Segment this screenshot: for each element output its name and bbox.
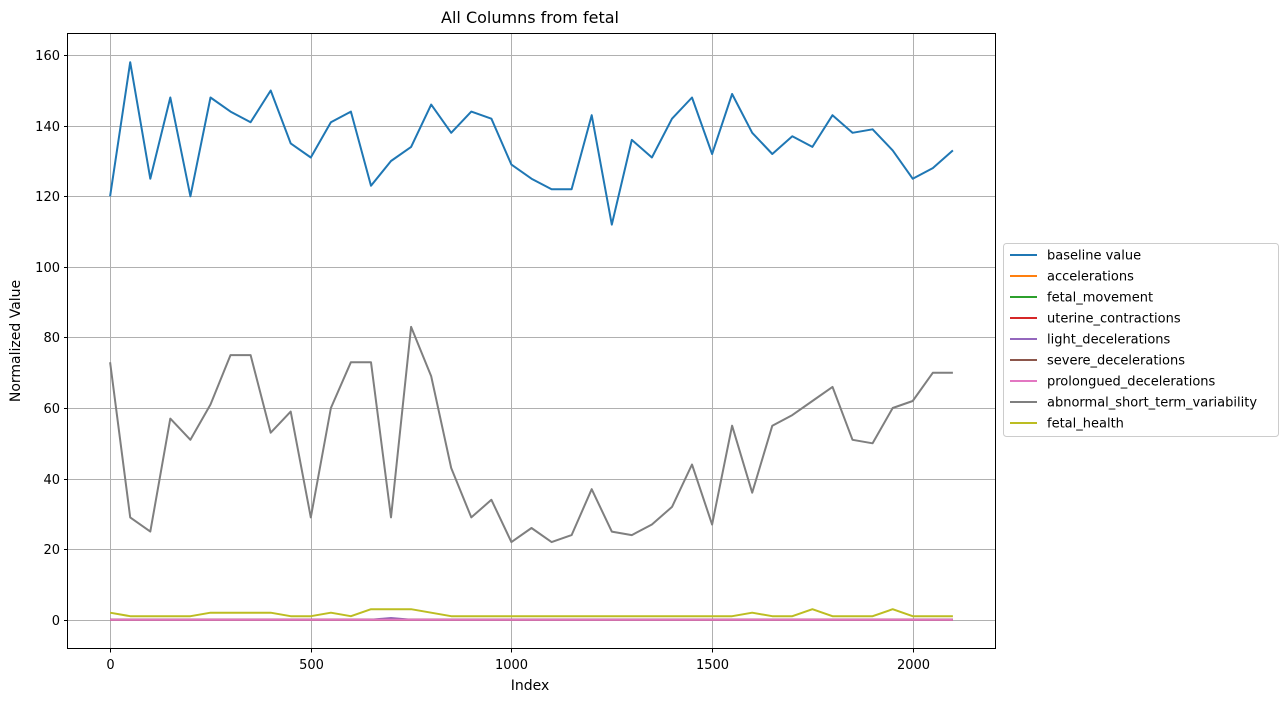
x-tick-label: 1000 xyxy=(495,658,528,673)
x-tick-label: 500 xyxy=(299,658,324,673)
legend-label-fetal-movement: fetal_movement xyxy=(1047,291,1153,306)
y-tick-label: 160 xyxy=(35,49,60,64)
series-layer xyxy=(109,61,954,621)
chart-title: All Columns from fetal xyxy=(441,8,619,27)
legend-label-baseline-value: baseline value xyxy=(1047,249,1141,264)
legend-label-abnormal-short-term-variability: abnormal_short_term_variability xyxy=(1047,396,1257,411)
series-line-abnormal-short-term-variability xyxy=(109,325,953,544)
y-axis-label: Normalized Value xyxy=(8,280,24,402)
legend-label-prolongued-decelerations: prolongued_decelerations xyxy=(1047,375,1216,390)
y-tick-label: 140 xyxy=(35,120,60,135)
legend-frame xyxy=(1003,243,1279,437)
legend-label-severe-decelerations: severe_decelerations xyxy=(1047,354,1185,369)
y-tick-label: 80 xyxy=(43,331,60,346)
plot-area-frame xyxy=(67,33,996,649)
x-tick-label: 1500 xyxy=(696,658,729,673)
series-line-fetal-health xyxy=(109,608,953,618)
x-tick-label: 2000 xyxy=(897,658,930,673)
legend-label-fetal-health: fetal_health xyxy=(1047,417,1124,432)
legend-label-light-decelerations: light_decelerations xyxy=(1047,333,1171,348)
y-tick-label: 100 xyxy=(35,261,60,276)
series-line-baseline-value xyxy=(109,61,954,226)
legend-label-uterine-contractions: uterine_contractions xyxy=(1047,312,1181,327)
axis-ticks: 0 500 1000 1500 2000 0 20 40 60 80 100 120 140 160 xyxy=(35,49,930,673)
y-tick-label: 0 xyxy=(52,614,60,629)
y-tick-label: 60 xyxy=(43,402,60,417)
legend-label-accelerations: accelerations xyxy=(1047,270,1134,285)
y-tick-label: 40 xyxy=(43,473,60,488)
y-tick-label: 20 xyxy=(43,543,60,558)
y-tick-label: 120 xyxy=(35,190,60,205)
legend: baseline value accelerations fetal_movemen… xyxy=(1003,243,1279,437)
grid-lines xyxy=(68,34,995,648)
x-tick-label: 0 xyxy=(106,658,114,673)
x-axis-label: Index xyxy=(511,678,550,694)
